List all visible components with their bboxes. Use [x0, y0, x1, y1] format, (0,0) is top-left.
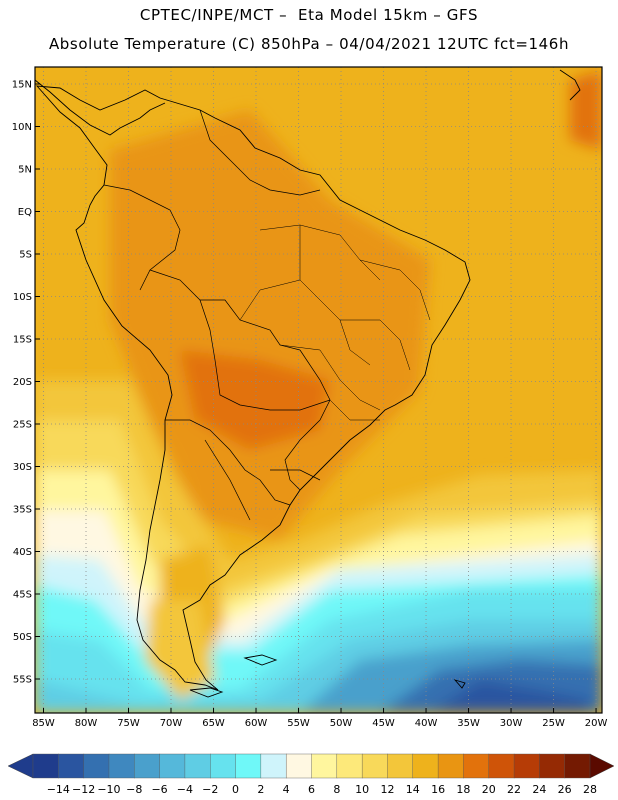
colorbar-swatch [210, 753, 237, 779]
lat-label: 10N [12, 122, 32, 133]
lat-label: 15N [12, 80, 32, 91]
colorbar-swatch [235, 753, 262, 779]
map-subtitle: Absolute Temperature (C) 850hPa – 04/04/… [48, 35, 570, 53]
latitude-labels: 15N 10N 5N EQ 5S 10S 15S 20S 25S 30S 35S 40S 45S 50S 5… [12, 80, 40, 686]
map-title: CPTEC/INPE/MCT – Eta Model 15km – GFS [139, 6, 479, 24]
colorbar-label: 20 [482, 783, 496, 796]
lon-label: 80W [75, 718, 98, 729]
colorbar [7, 753, 615, 779]
colorbar-label: 2 [257, 783, 264, 796]
lat-label: 10S [13, 292, 32, 303]
colorbar-label: 10 [355, 783, 369, 796]
colorbar-label: −4 [177, 783, 193, 796]
lat-label: 25S [13, 420, 32, 431]
colorbar-label: −2 [202, 783, 218, 796]
colorbar-label: 14 [406, 783, 420, 796]
colorbar-label: 18 [456, 783, 470, 796]
colorbar-swatch [437, 753, 464, 779]
lon-label: 65W [202, 718, 225, 729]
lat-label: 30S [13, 462, 32, 473]
colorbar-label: 12 [380, 783, 394, 796]
colorbar-label: 26 [558, 783, 572, 796]
lon-label: 20W [585, 718, 608, 729]
lon-label: 35W [457, 718, 480, 729]
colorbar-label: −10 [97, 783, 120, 796]
colorbar-swatch [134, 753, 161, 779]
lat-label: 15S [13, 335, 32, 346]
colorbar-label: −12 [72, 783, 95, 796]
coastline [35, 69, 581, 698]
colorbar-label: 16 [431, 783, 445, 796]
colorbar-swatch [285, 753, 313, 779]
country-borders [103, 109, 331, 521]
colorbar-swatch [58, 753, 85, 779]
lat-label: 5N [18, 165, 32, 176]
lon-label: 85W [32, 718, 55, 729]
state-borders [239, 224, 431, 421]
colorbar-swatch [564, 753, 591, 779]
lon-label: 55W [287, 718, 310, 729]
colorbar-label: −6 [151, 783, 167, 796]
colorbar-label: 0 [232, 783, 239, 796]
colorbar-swatch [463, 753, 490, 779]
lon-label: 30W [500, 718, 523, 729]
colorbar-label: 28 [583, 783, 597, 796]
lat-label: 55S [13, 675, 32, 686]
colorbar-swatch [32, 753, 59, 779]
lat-label: 45S [13, 590, 32, 601]
colorbar-swatch [159, 753, 186, 779]
colorbar-swatch [311, 753, 338, 779]
lat-label: 40S [13, 547, 32, 558]
colorbar-swatch [108, 753, 135, 779]
colorbar-arrow-right [589, 753, 615, 779]
colorbar-swatch [260, 753, 287, 779]
lat-label: 50S [13, 632, 32, 643]
lat-label: 5S [19, 250, 32, 261]
lon-label: 40W [415, 718, 438, 729]
colorbar-swatch [488, 753, 515, 779]
temperature-field [35, 67, 602, 713]
colorbar-label: 6 [308, 783, 315, 796]
colorbar-label: −8 [126, 783, 142, 796]
lat-label: 35S [13, 505, 32, 516]
lon-label: 50W [330, 718, 353, 729]
lon-label: 70W [160, 718, 183, 729]
longitude-labels: 85W 80W 75W 70W 65W 60W 55W 50W 45W 40W 35W 30W 25W 2… [32, 708, 607, 729]
colorbar-label: 4 [283, 783, 290, 796]
colorbar-arrow-left [7, 753, 34, 779]
lon-label: 75W [117, 718, 140, 729]
colorbar-swatch [387, 753, 414, 779]
lat-label: EQ [18, 207, 32, 218]
colorbar-swatch [336, 753, 363, 779]
colorbar-label: −14 [47, 783, 70, 796]
lon-label: 25W [542, 718, 565, 729]
colorbar-label: 24 [532, 783, 546, 796]
colorbar-swatch [184, 753, 211, 779]
lat-label: 20S [13, 377, 32, 388]
lon-label: 60W [245, 718, 268, 729]
colorbar-swatch [412, 753, 439, 779]
colorbar-labels: −14 −12 −10 −8 −6 −4 −2 0 2 4 6 8 10 12 14 16 18 20 22 24 26… [47, 783, 597, 796]
lon-label: 45W [372, 718, 395, 729]
colorbar-label: 8 [333, 783, 340, 796]
colorbar-swatch [513, 753, 540, 779]
coordinate-grid [35, 67, 602, 713]
colorbar-swatch [539, 753, 566, 779]
colorbar-swatch [361, 753, 388, 779]
colorbar-label: 22 [507, 783, 521, 796]
map-frame [34, 66, 603, 714]
colorbar-swatch [83, 753, 110, 779]
